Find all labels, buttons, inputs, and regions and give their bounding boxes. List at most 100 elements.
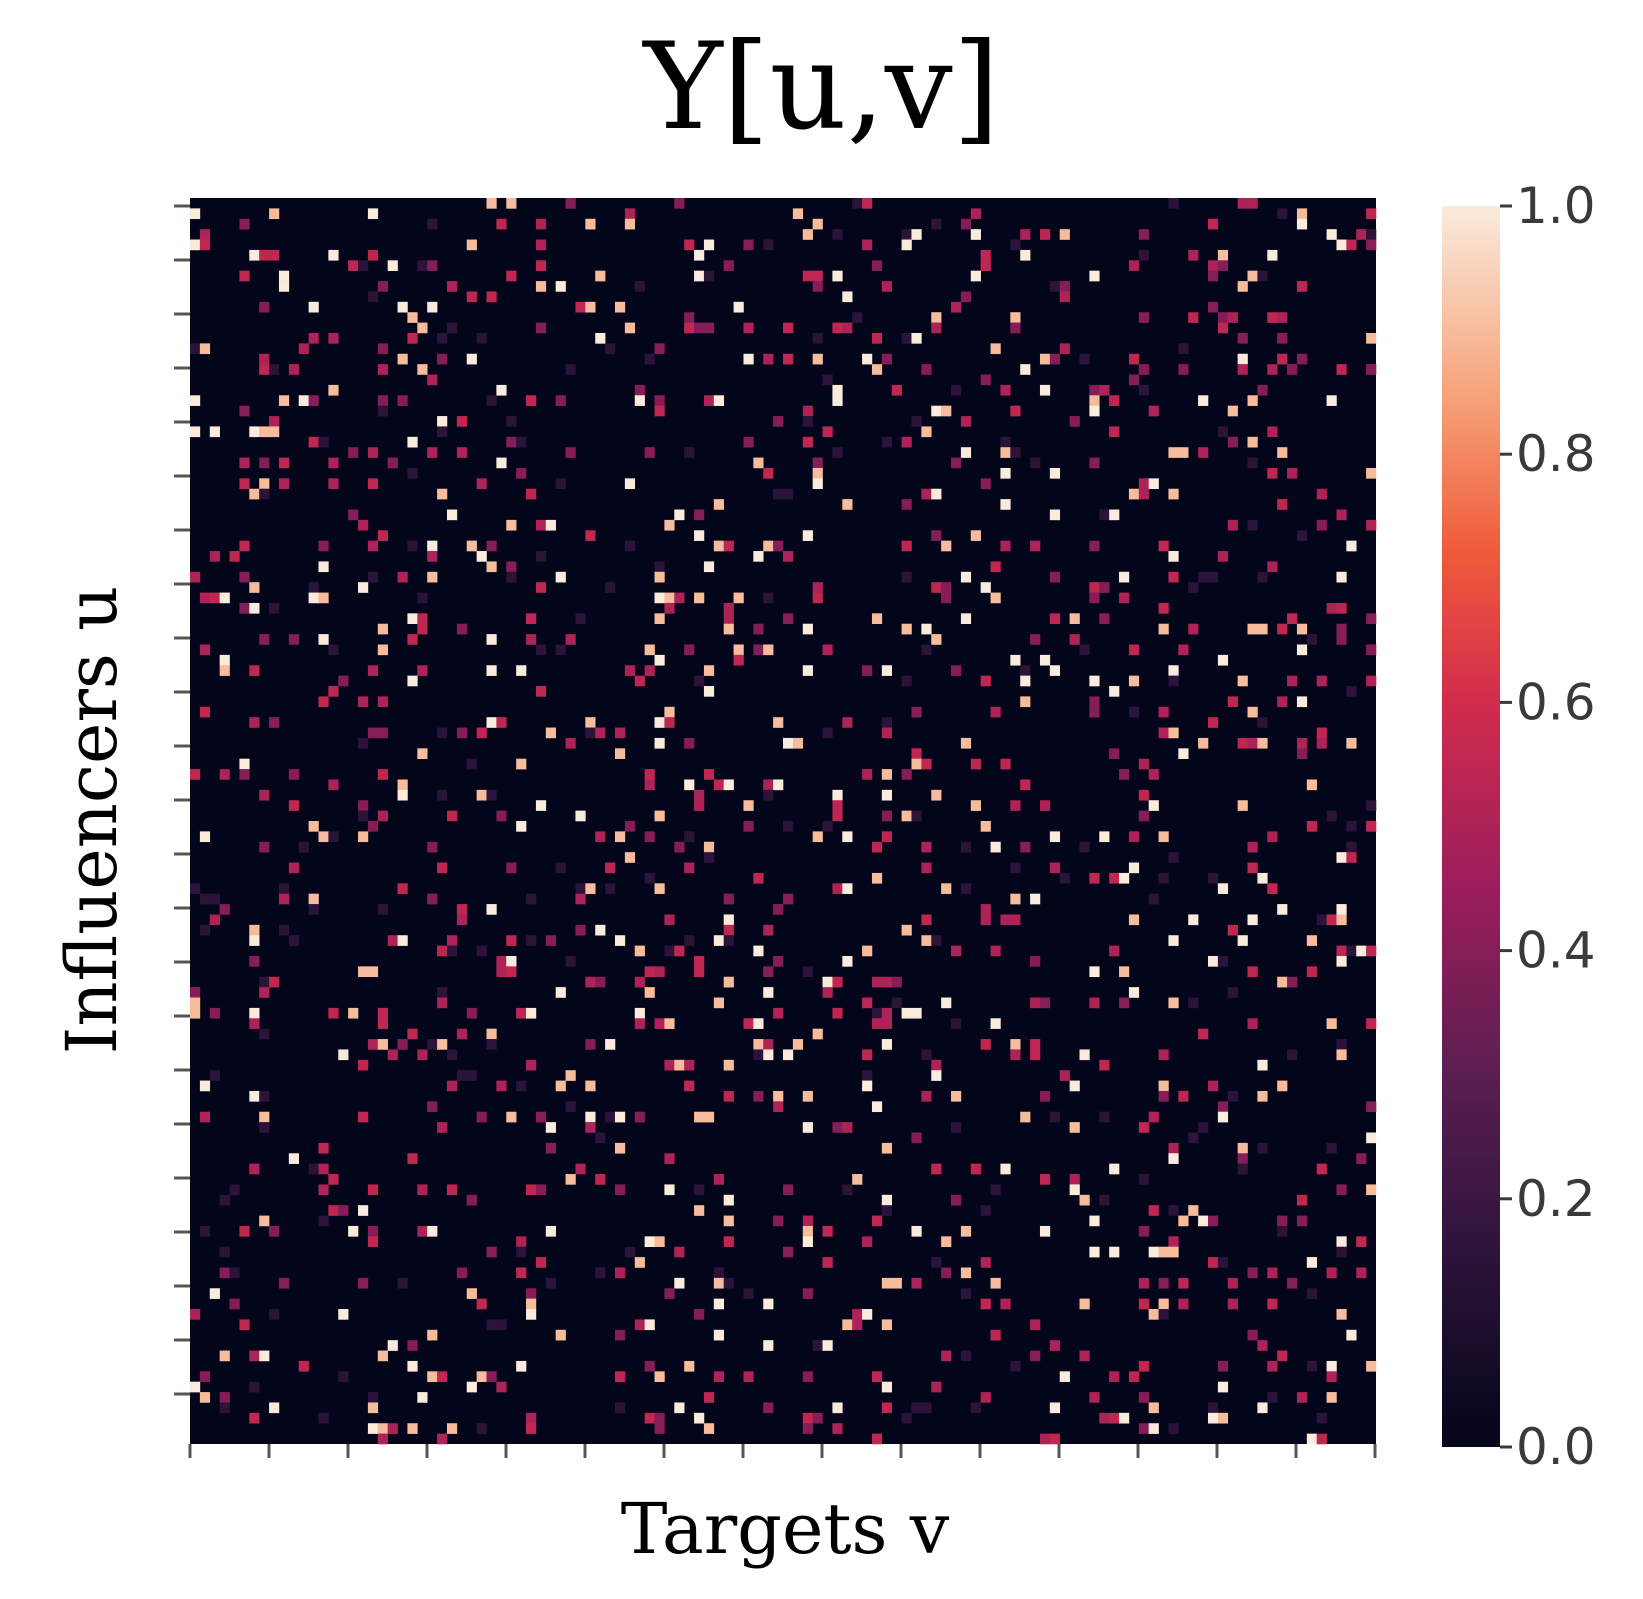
heatmap-cell [723,976,734,988]
heatmap-cell [713,499,724,510]
heatmap-cell [1296,748,1308,759]
heatmap-cell [921,1049,932,1061]
heatmap-cell [773,540,784,552]
heatmap-cell [486,1246,497,1258]
heatmap-cell [377,623,388,635]
heatmap-cell [684,1080,695,1092]
heatmap-cell [367,1225,379,1237]
heatmap-cell [229,1267,240,1279]
heatmap-cell [614,1402,626,1414]
heatmap-cell [694,249,705,261]
heatmap-cell [614,1371,626,1382]
heatmap-cell [743,1018,754,1029]
heatmap-cell [486,789,497,801]
heatmap-cell [1227,1298,1238,1310]
heatmap-cell [931,1257,942,1268]
heatmap-cell [209,1007,220,1019]
heatmap-cell [1010,862,1021,874]
heatmap-cell [773,1215,784,1227]
heatmap-cell [684,1360,695,1372]
heatmap-cell [328,457,339,469]
heatmap-cell [239,769,250,780]
heatmap-cell [249,1090,260,1102]
heatmap-cell [960,1288,972,1299]
heatmap-cell [328,1174,339,1185]
heatmap-cell [684,447,695,458]
heatmap-cell [891,976,902,988]
heatmap-cell [832,384,843,396]
heatmap-cell [318,1184,329,1196]
heatmap-cell [644,447,655,458]
heatmap-cell [941,405,952,417]
heatmap-cell [417,1225,428,1237]
heatmap-cell [664,1018,675,1029]
heatmap-cell [526,634,537,645]
heatmap-cell [664,914,675,926]
heatmap-cell [713,395,724,406]
heatmap-cell [1020,1111,1031,1123]
heatmap-cell [1336,914,1347,926]
heatmap-cell [1316,1163,1327,1175]
heatmap-cell [941,883,952,894]
heatmap-cell [624,821,636,832]
heatmap-cell [792,1039,804,1050]
heatmap-cell [219,592,230,604]
heatmap-cell [743,353,754,365]
heatmap-cell [427,1039,438,1050]
heatmap-cell [773,717,784,728]
heatmap-cell [555,395,566,406]
heatmap-cell [377,1423,388,1434]
heatmap-cell [486,634,497,645]
heatmap-cell [1148,893,1159,905]
heatmap-cell [1217,322,1229,334]
heatmap-cell [1336,623,1347,635]
heatmap-cell [862,353,873,365]
heatmap-cell [980,249,991,261]
heatmap-cell [318,1215,329,1227]
heatmap-cell [624,322,636,334]
heatmap-cell [535,800,547,811]
heatmap-cell [802,530,813,541]
heatmap-cell [990,561,1001,573]
heatmap-cell [1039,997,1051,1009]
heatmap-cell [358,696,369,708]
heatmap-cell [753,1018,764,1029]
heatmap-cell [555,1329,566,1341]
heatmap-cell [1128,644,1140,656]
heatmap-cell [654,405,665,417]
heatmap-cell [516,1267,527,1279]
heatmap-cell [199,1080,211,1092]
heatmap-cell [555,281,566,292]
heatmap-cell [1326,395,1337,406]
heatmap-cell [199,343,211,355]
heatmap-cell [812,1028,823,1040]
heatmap-cell [1217,1101,1229,1113]
heatmap-cell [881,727,893,739]
heatmap-cell [862,1236,873,1248]
heatmap-cell [1099,831,1110,843]
heatmap-cell [980,675,991,687]
heatmap-cell [1158,1090,1169,1102]
heatmap-cell [486,717,497,728]
heatmap-cell [1366,821,1377,832]
heatmap-cell [249,488,260,500]
heatmap-cell [1247,966,1258,978]
heatmap-cell [555,1080,566,1092]
heatmap-cell [921,1402,932,1414]
heatmap-cell [1316,519,1327,531]
heatmap-cell [644,872,655,884]
heatmap-cell [1049,1340,1061,1351]
heatmap-cell [901,623,912,635]
heatmap-cell [664,1184,675,1196]
heatmap-cell [763,924,774,936]
heatmap-cell [812,478,823,490]
heatmap-cell [1089,997,1100,1009]
heatmap-cell [980,914,991,926]
heatmap-cell [595,270,606,282]
heatmap-cell [921,1090,932,1102]
heatmap-cell [1039,229,1051,240]
heatmap-cell [1267,1267,1278,1279]
heatmap-cell [1207,955,1219,967]
heatmap-cell [1207,717,1219,728]
heatmap-cell [535,281,547,292]
